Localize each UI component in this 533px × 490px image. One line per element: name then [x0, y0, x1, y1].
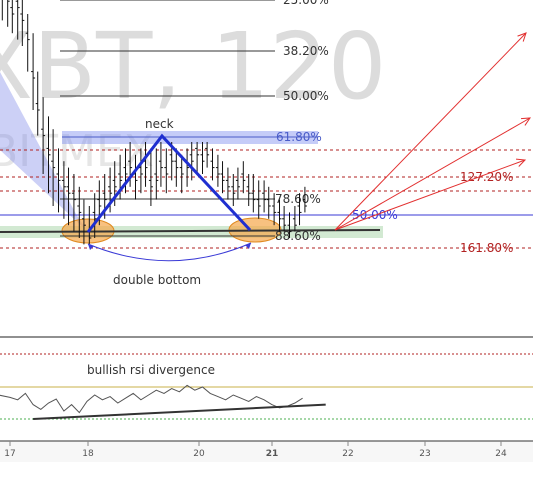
- projection-arrowhead-0: [517, 32, 527, 42]
- x-tick-label-21: 21: [266, 449, 279, 459]
- rsi-line: [0, 384, 303, 414]
- pattern-line: [86, 133, 252, 233]
- annotations: neck double bottom bullish rsi divergenc…: [87, 117, 215, 377]
- fib-label-7: 161.80%: [460, 241, 513, 255]
- x-tick-label-23: 23: [419, 449, 430, 459]
- fib-levels: 25.00% 38.20% 50.00% 61.80% 78.60% 88.60% 127.…: [0, 0, 533, 255]
- fib-label-5: 88.60%: [275, 229, 321, 243]
- rsi-panel: [0, 336, 533, 420]
- x-tick-label-20: 20: [193, 449, 205, 459]
- rsi-divergence-label: bullish rsi divergence: [87, 363, 215, 377]
- watermark-exchange: BITMEX: [0, 126, 154, 177]
- neck-label: neck: [145, 117, 174, 131]
- shaded-wedge: [0, 72, 88, 232]
- projection-arrowhead-1: [520, 117, 531, 126]
- fib-label-1: 38.20%: [283, 44, 329, 58]
- fib-label-0: 25.00%: [283, 0, 329, 7]
- projection-arrow-2: [334, 159, 526, 231]
- x-tick-label-18: 18: [82, 449, 94, 459]
- arc-arrow-right: [245, 243, 251, 249]
- projection-arrowhead-2: [515, 158, 527, 167]
- x-tick-label-24: 24: [495, 449, 507, 459]
- watermark-symbol: XBT, 120: [0, 13, 386, 120]
- fib-label-6: 127.20%: [460, 170, 513, 184]
- fib-label-4: 78.60%: [275, 192, 321, 206]
- x-tick-label-17: 17: [4, 449, 15, 459]
- projection-arrow-0: [334, 32, 527, 231]
- projection-arrows: [334, 32, 531, 231]
- support-line: [0, 229, 381, 233]
- fib-label-3: 61.80%: [276, 130, 322, 144]
- double-bottom-label: double bottom: [113, 273, 201, 287]
- double-bottom-pattern: [86, 133, 252, 262]
- projection-arrow-1: [334, 117, 531, 231]
- x-axis: 17 18 20 21 22 23 24: [0, 440, 533, 486]
- arc-arrow-left: [88, 244, 94, 250]
- fib-label-2: 50.00%: [283, 89, 329, 103]
- x-tick-label-22: 22: [342, 449, 353, 459]
- rsi-divergence-line: [33, 403, 326, 420]
- double-bottom-arc: [87, 242, 252, 262]
- axis-footer: [0, 462, 533, 486]
